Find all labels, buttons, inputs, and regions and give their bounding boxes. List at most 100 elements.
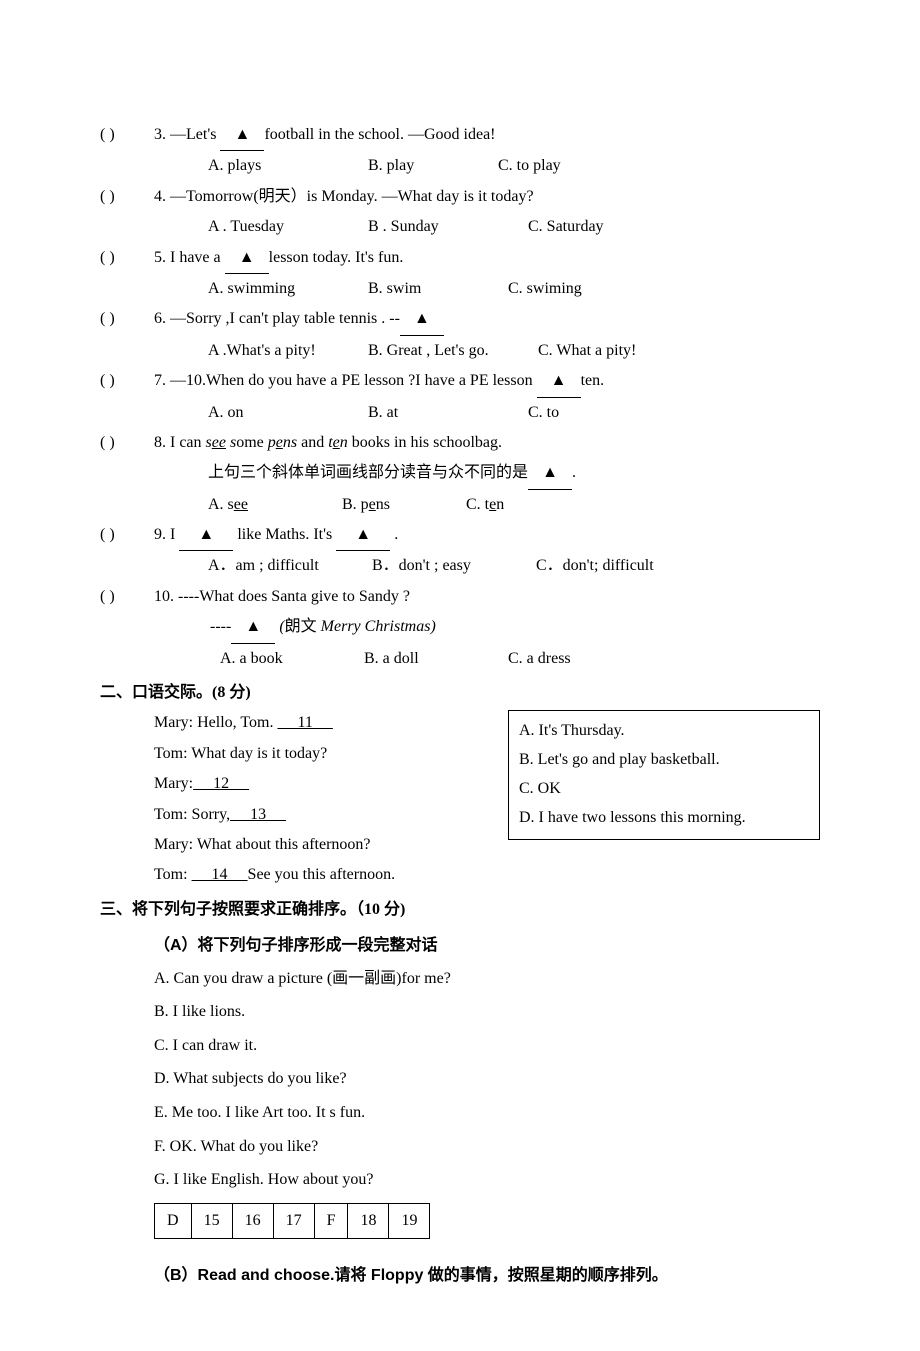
dialog-line: Tom: Sorry, 13 — [154, 800, 508, 830]
dialog-line: Mary: What about this afternoon? — [154, 830, 508, 860]
list-item: E. Me too. I like Art too. It s fun. — [154, 1096, 820, 1130]
dialog-line: Mary: 12 — [154, 769, 508, 799]
options-row: A .What's a pity!B. Great , Let's go.C. … — [100, 336, 820, 366]
question-text: 5. I have a ▲lesson today. It's fun. — [154, 243, 820, 274]
seq-cell[interactable]: 16 — [232, 1203, 273, 1238]
blank: ▲ — [336, 520, 390, 551]
question-6: ( )6. —Sorry ,I can't play table tennis … — [100, 304, 820, 335]
question-3: ( )3. —Let's ▲football in the school. —G… — [100, 120, 820, 151]
option-a[interactable]: A. a book — [220, 644, 360, 674]
question-10: ( ) 10. ----What does Santa give to Sand… — [100, 582, 820, 612]
option-a[interactable]: A．am ; difficult — [208, 551, 368, 581]
seq-cell[interactable]: F — [314, 1203, 348, 1238]
option-c[interactable]: C. a dress — [508, 644, 571, 674]
part-b-title: （B）Read and choose.请将 Floppy 做的事情，按照星期的顺… — [100, 1261, 820, 1291]
sentence-list: A. Can you draw a picture (画一副画)for me?B… — [100, 962, 820, 1197]
options-row: A . TuesdayB . SundayC. Saturday — [100, 212, 820, 242]
q9-options: A．am ; difficult B．don't ; easy C．don't;… — [100, 551, 820, 581]
q-number: 9 — [154, 526, 162, 543]
question-text: 3. —Let's ▲football in the school. —Good… — [154, 120, 820, 151]
q-number: 10 — [154, 588, 170, 605]
seq-cell[interactable]: D — [155, 1203, 192, 1238]
seq-cell[interactable]: 18 — [348, 1203, 389, 1238]
option-a[interactable]: A. on — [208, 398, 368, 428]
hint-pre: ---- — [210, 618, 231, 635]
q-number: 8 — [154, 434, 162, 451]
box-option[interactable]: A. It's Thursday. — [519, 717, 809, 746]
list-item: G. I like English. How about you? — [154, 1163, 820, 1197]
option-c[interactable]: C. to play — [498, 151, 561, 181]
dialog-line: Tom: What day is it today? — [154, 739, 508, 769]
question-text: 10. ----What does Santa give to Sandy ? — [154, 582, 820, 612]
option-b[interactable]: B. Great , Let's go. — [368, 336, 538, 366]
answer-paren[interactable]: ( ) — [100, 304, 154, 335]
blank: ▲ — [179, 520, 233, 551]
blank: ▲ — [220, 120, 264, 151]
question-text: 7. —10.When do you have a PE lesson ?I h… — [154, 366, 820, 397]
option-b[interactable]: B. pens — [342, 490, 462, 520]
blank: ▲ — [528, 458, 572, 489]
question-7: ( )7. —10.When do you have a PE lesson ?… — [100, 366, 820, 397]
options-row: A. onB. atC. to — [100, 398, 820, 428]
dialog-section: Mary: Hello, Tom. 11 Tom: What day is it… — [100, 708, 820, 890]
q8-options: A. see B. pens C. ten — [100, 490, 820, 520]
q10-hint: ----▲ (朗文 Merry Christmas) — [100, 612, 820, 643]
q-line: ----What does Santa give to Sandy ? — [178, 588, 410, 605]
question-4: ( )4. —Tomorrow(明天）is Monday. —What day … — [100, 182, 820, 212]
option-c[interactable]: C. swiming — [508, 274, 582, 304]
answer-paren[interactable]: ( ) — [100, 366, 154, 397]
option-b[interactable]: B．don't ; easy — [372, 551, 532, 581]
option-b[interactable]: B. swim — [368, 274, 508, 304]
answer-paren[interactable]: ( ) — [100, 243, 154, 274]
answer-paren[interactable]: ( ) — [100, 428, 154, 458]
options-row: A. swimmingB. swimC. swiming — [100, 274, 820, 304]
list-item: B. I like lions. — [154, 995, 820, 1029]
blank: ▲ — [231, 612, 275, 643]
answer-box: A. It's Thursday.B. Let's go and play ba… — [508, 710, 820, 839]
list-item: A. Can you draw a picture (画一副画)for me? — [154, 962, 820, 996]
option-a[interactable]: A . Tuesday — [208, 212, 368, 242]
section-3-title: 三、将下列句子按照要求正确排序。（10 分) — [100, 895, 820, 925]
blank: ▲ — [225, 243, 269, 274]
sequence-table: D151617F1819 — [154, 1203, 430, 1239]
blank: ▲ — [400, 304, 444, 335]
answer-paren[interactable]: ( ) — [100, 582, 154, 612]
question-9: ( ) 9. I ▲ like Maths. It's ▲ . — [100, 520, 820, 551]
section-2-title: 二、口语交际。(8 分) — [100, 678, 820, 708]
list-item: F. OK. What do you like? — [154, 1130, 820, 1164]
answer-paren[interactable]: ( ) — [100, 182, 154, 212]
table-row: D151617F1819 — [155, 1203, 430, 1238]
box-option[interactable]: B. Let's go and play basketball. — [519, 746, 809, 775]
option-b[interactable]: B. play — [368, 151, 498, 181]
box-option[interactable]: D. I have two lessons this morning. — [519, 804, 809, 833]
dialog-lines: Mary: Hello, Tom. 11 Tom: What day is it… — [100, 708, 508, 890]
seq-cell[interactable]: 17 — [273, 1203, 314, 1238]
option-a[interactable]: A. swimming — [208, 274, 368, 304]
question-8: ( ) 8. I can see some pens and ten books… — [100, 428, 820, 458]
note-text: 上句三个斜体单词画线部分读音与众不同的是 — [208, 458, 528, 488]
answer-paren[interactable]: ( ) — [100, 520, 154, 551]
option-b[interactable]: B. a doll — [364, 644, 504, 674]
option-b[interactable]: B . Sunday — [368, 212, 528, 242]
option-a[interactable]: A. plays — [208, 151, 368, 181]
option-b[interactable]: B. at — [368, 398, 528, 428]
option-c[interactable]: C. to — [528, 398, 559, 428]
box-option[interactable]: C. OK — [519, 775, 809, 804]
option-a[interactable]: A .What's a pity! — [208, 336, 368, 366]
question-text: 9. I ▲ like Maths. It's ▲ . — [154, 520, 820, 551]
seq-cell[interactable]: 15 — [191, 1203, 232, 1238]
option-c[interactable]: C．don't; difficult — [536, 551, 654, 581]
part-a-title: （A）将下列句子排序形成一段完整对话 — [100, 931, 820, 961]
blank: ▲ — [537, 366, 581, 397]
question-5: ( )5. I have a ▲lesson today. It's fun. — [100, 243, 820, 274]
question-text: 6. —Sorry ,I can't play table tennis . -… — [154, 304, 820, 335]
hint-post: (朗文 Merry Christmas) — [275, 618, 435, 635]
answer-paren[interactable]: ( ) — [100, 120, 154, 151]
seq-cell[interactable]: 19 — [389, 1203, 430, 1238]
option-c[interactable]: C. What a pity! — [538, 336, 636, 366]
option-c[interactable]: C. Saturday — [528, 212, 604, 242]
dialog-line: Tom: 14 See you this afternoon. — [154, 860, 508, 890]
question-text: 4. —Tomorrow(明天）is Monday. —What day is … — [154, 182, 820, 212]
option-a[interactable]: A. see — [208, 490, 338, 520]
option-c[interactable]: C. ten — [466, 490, 504, 520]
